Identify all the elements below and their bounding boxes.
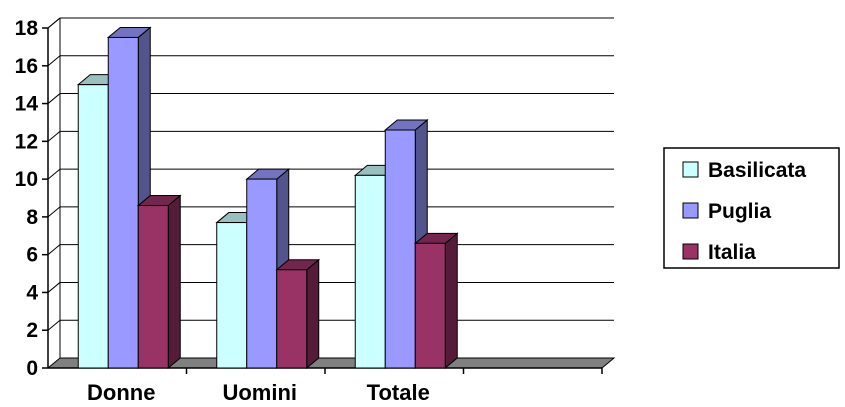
bar-front	[107, 36, 139, 369]
legend-label: Italia	[708, 241, 756, 264]
y-tick-label: 0	[26, 357, 38, 380]
bar-side	[444, 232, 458, 370]
x-category-label: Uomini	[222, 380, 297, 405]
bar-side	[167, 194, 181, 370]
gridline-depth	[47, 168, 61, 180]
gridline-depth	[47, 282, 61, 293]
gridline-depth	[47, 206, 61, 218]
gridline-depth	[47, 130, 61, 142]
y-tick-label: 16	[15, 55, 38, 78]
gridline-depth	[47, 244, 61, 256]
bar-front	[354, 174, 386, 369]
legend-label: Basilicata	[708, 159, 806, 182]
bar-side	[306, 258, 320, 370]
legend-swatch	[682, 243, 699, 260]
gridline-depth	[47, 319, 61, 331]
gridline-depth	[47, 55, 61, 67]
y-tick-label: 8	[26, 206, 38, 229]
y-axis-top-depth	[47, 17, 61, 29]
bars	[76, 26, 459, 370]
bar-front	[216, 222, 248, 369]
bar	[275, 258, 321, 370]
y-tick-label: 2	[26, 319, 38, 342]
bar-front	[77, 84, 109, 369]
gridline-depth	[47, 93, 61, 104]
y-tick-label: 6	[26, 244, 38, 267]
bar	[413, 232, 459, 370]
y-tick-label: 4	[26, 281, 38, 304]
legend-swatch	[682, 161, 699, 178]
bar-front	[246, 178, 278, 369]
y-tick-label: 14	[15, 93, 39, 116]
x-category-label: Donne	[87, 380, 155, 405]
x-category-labels: Donne Uomini Totale	[87, 380, 430, 405]
bar-front	[276, 269, 308, 369]
bar-front	[414, 242, 446, 369]
y-tick-label: 18	[15, 17, 39, 40]
bar	[136, 194, 182, 370]
legend: Basilicata Puglia Italia	[663, 147, 840, 269]
bar-front	[137, 205, 169, 369]
y-tick-labels: 0 2 4 6 8 10 12 14 16 18	[15, 17, 39, 380]
y-tick-label: 10	[15, 168, 38, 191]
bar-front	[384, 129, 416, 369]
grid-lines	[47, 17, 614, 331]
legend-label: Puglia	[708, 200, 771, 223]
legend-swatch	[682, 202, 699, 219]
x-category-label: Totale	[367, 380, 430, 405]
y-tick-label: 12	[15, 130, 38, 153]
